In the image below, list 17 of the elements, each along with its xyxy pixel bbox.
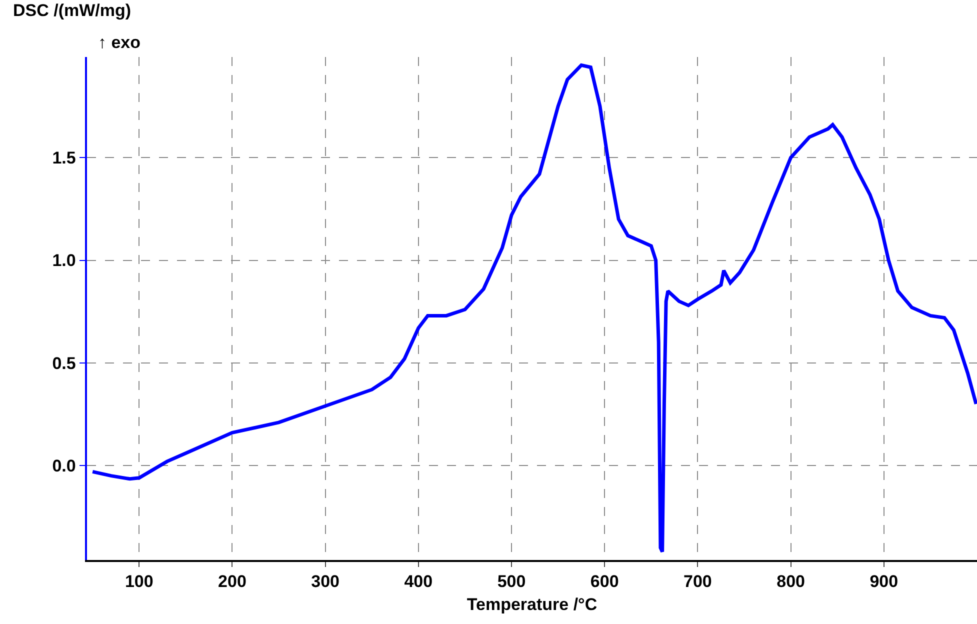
y-tick-label: 1.5 xyxy=(52,148,76,168)
x-tick-label: 600 xyxy=(590,572,619,592)
y-tick-label: 1.0 xyxy=(52,251,76,270)
x-tick-label: 300 xyxy=(311,572,340,592)
x-tick-label: 500 xyxy=(497,572,526,592)
x-tick-label: 700 xyxy=(684,572,712,592)
x-axis-title: Temperature /°C xyxy=(466,595,598,614)
line-series xyxy=(90,63,977,554)
y-tick-label: 0.0 xyxy=(52,456,76,476)
x-tick-label: 900 xyxy=(870,572,898,592)
y-axis-title: DSC /(mW/mg) xyxy=(13,1,132,20)
text: ↑ exo xyxy=(98,33,141,52)
x-tick-label: 200 xyxy=(218,572,246,592)
x-tick-label: 400 xyxy=(404,572,433,592)
x-tick-label: 800 xyxy=(776,572,805,592)
y-tick-label: 0.5 xyxy=(52,354,76,373)
x-tick-label: 100 xyxy=(124,572,154,592)
